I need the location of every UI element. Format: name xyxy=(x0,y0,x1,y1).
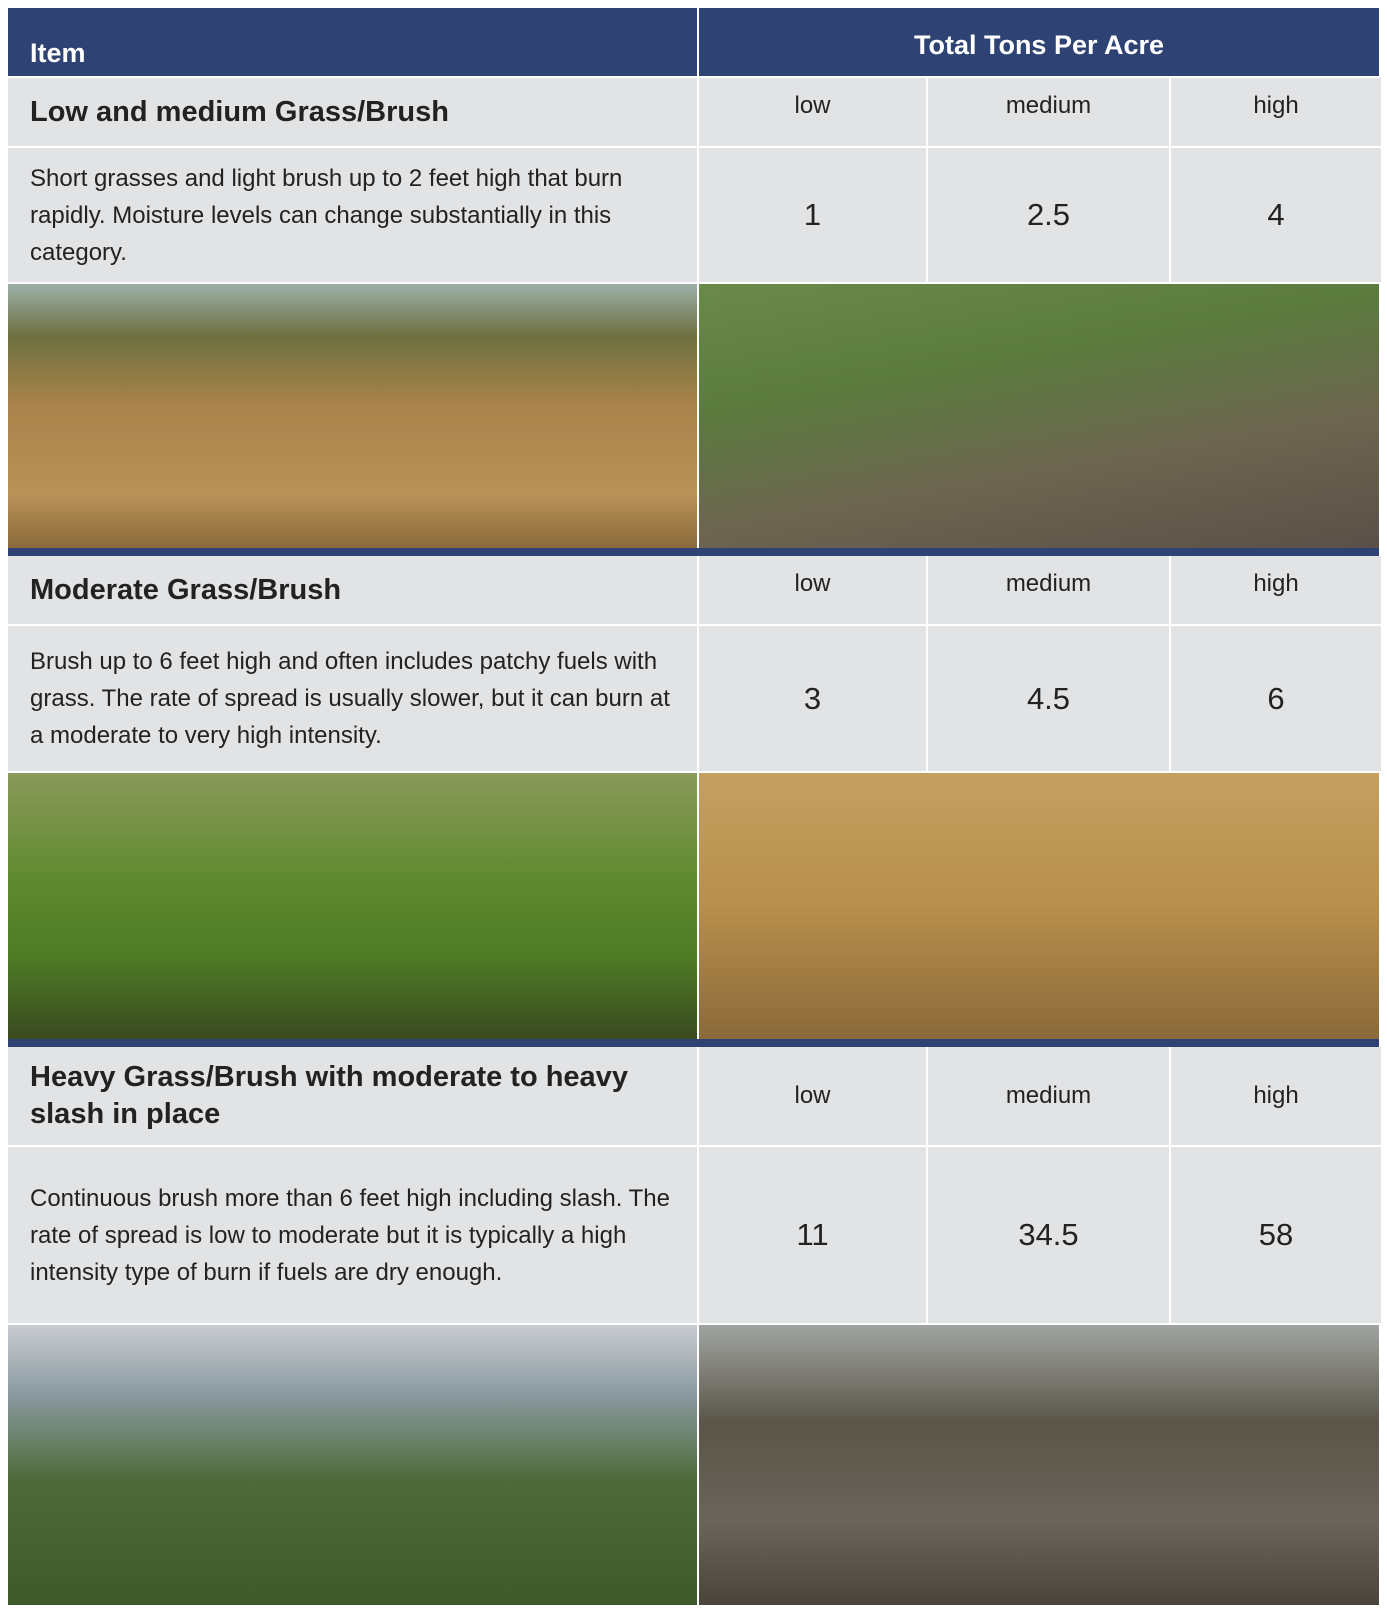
value: 6 xyxy=(1171,626,1381,771)
description: Continuous brush more than 6 feet high i… xyxy=(8,1147,697,1323)
value: 58 xyxy=(1171,1147,1381,1323)
level-label: low xyxy=(699,1047,926,1145)
level-label: medium xyxy=(928,78,1169,146)
title-row: Low and medium Grass/Brush low medium high xyxy=(8,78,1381,146)
photo-row xyxy=(8,284,1379,548)
title-row: Moderate Grass/Brush low medium high xyxy=(8,556,1381,624)
level-label: medium xyxy=(928,1047,1169,1145)
photo xyxy=(699,773,1379,1039)
section-title: Heavy Grass/Brush with moderate to heavy… xyxy=(8,1047,697,1145)
total-header: Total Tons Per Acre xyxy=(699,8,1379,76)
description-row: Continuous brush more than 6 feet high i… xyxy=(8,1147,1381,1323)
photo xyxy=(8,284,697,548)
value: 2.5 xyxy=(928,148,1169,282)
header-row: Item Total Tons Per Acre xyxy=(8,8,1379,76)
photo-row xyxy=(8,773,1379,1039)
photo xyxy=(699,1325,1379,1605)
photo xyxy=(699,284,1379,548)
section-title: Moderate Grass/Brush xyxy=(8,556,697,624)
photo-row xyxy=(8,1325,1379,1605)
level-label: high xyxy=(1171,556,1381,624)
divider xyxy=(8,548,1379,556)
fuel-table: Item Total Tons Per Acre Low and medium … xyxy=(8,8,1381,1605)
value: 1 xyxy=(699,148,926,282)
level-label: medium xyxy=(928,556,1169,624)
description: Short grasses and light brush up to 2 fe… xyxy=(8,148,697,282)
photo xyxy=(8,773,697,1039)
level-label: low xyxy=(699,556,926,624)
value: 4 xyxy=(1171,148,1381,282)
description-row: Brush up to 6 feet high and often includ… xyxy=(8,626,1381,771)
value: 11 xyxy=(699,1147,926,1323)
section-title: Low and medium Grass/Brush xyxy=(8,78,697,146)
value: 4.5 xyxy=(928,626,1169,771)
divider xyxy=(8,1039,1379,1047)
level-label: low xyxy=(699,78,926,146)
photo xyxy=(8,1325,697,1605)
item-header: Item xyxy=(8,8,697,76)
value: 34.5 xyxy=(928,1147,1169,1323)
description-row: Short grasses and light brush up to 2 fe… xyxy=(8,148,1381,282)
level-label: high xyxy=(1171,78,1381,146)
value: 3 xyxy=(699,626,926,771)
description: Brush up to 6 feet high and often includ… xyxy=(8,626,697,771)
title-row: Heavy Grass/Brush with moderate to heavy… xyxy=(8,1047,1381,1145)
level-label: high xyxy=(1171,1047,1381,1145)
